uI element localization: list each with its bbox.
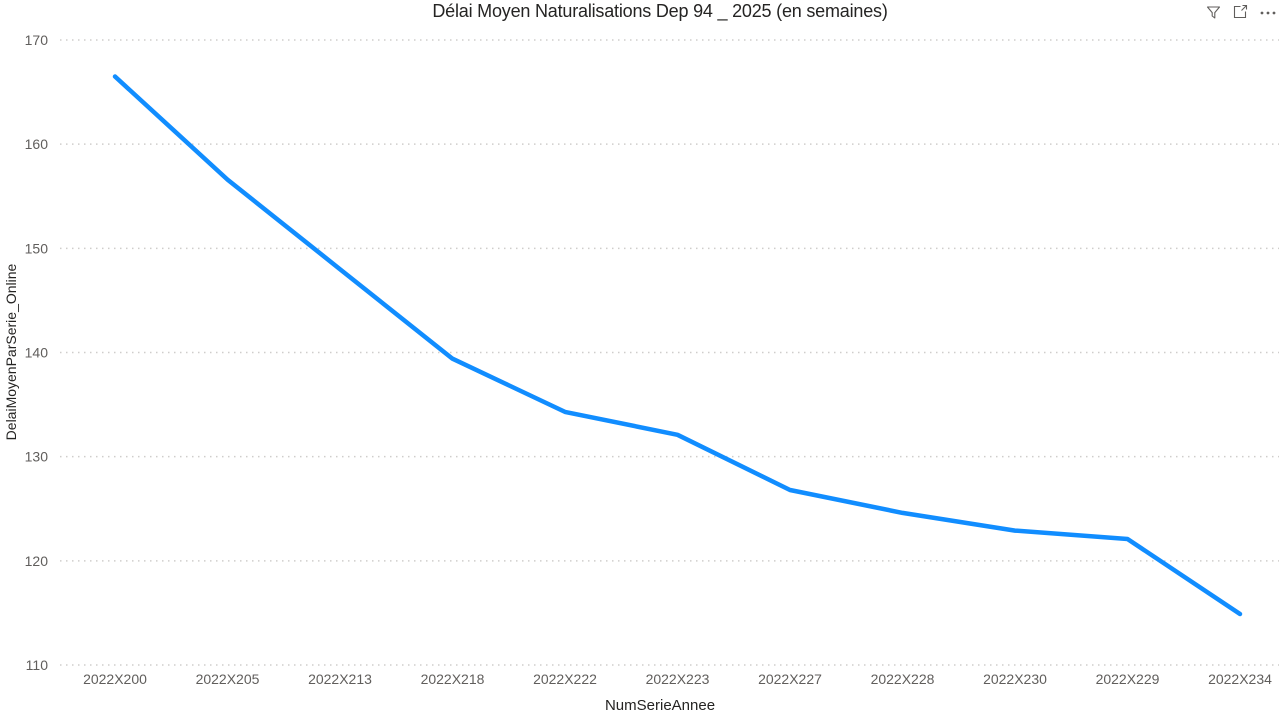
y-tick-label: 110: [26, 657, 49, 673]
delay-line-series[interactable]: [112, 74, 1243, 617]
x-tick-label: 2022X223: [646, 671, 710, 687]
x-tick-label: 2022X227: [758, 671, 822, 687]
x-tick-label: 2022X229: [1096, 671, 1160, 687]
x-tick-label: 2022X213: [308, 671, 372, 687]
x-tick-label: 2022X218: [421, 671, 485, 687]
focus-mode-icon[interactable]: [1232, 4, 1248, 20]
x-tick-label: 2022X222: [533, 671, 597, 687]
y-tick-label: 130: [25, 449, 49, 465]
x-tick-label: 2022X205: [196, 671, 260, 687]
visual-toolbar: [1206, 0, 1279, 24]
x-axis-title: NumSerieAnnee: [604, 697, 716, 714]
x-tick-label: 2022X230: [983, 671, 1047, 687]
filter-icon[interactable]: [1206, 5, 1221, 20]
y-tick-label: 160: [25, 136, 49, 152]
x-tick-label: 2022X234: [1208, 671, 1272, 687]
chart-title: Délai Moyen Naturalisations Dep 94 _ 202…: [432, 1, 888, 21]
y-tick-label: 150: [25, 240, 49, 256]
x-tick-label: 2022X200: [83, 671, 147, 687]
y-tick-label: 120: [25, 553, 49, 569]
x-tick-label: 2022X228: [871, 671, 935, 687]
y-tick-label: 140: [25, 345, 49, 361]
y-tick-label: 170: [25, 32, 49, 48]
more-options-icon[interactable]: [1259, 5, 1277, 20]
